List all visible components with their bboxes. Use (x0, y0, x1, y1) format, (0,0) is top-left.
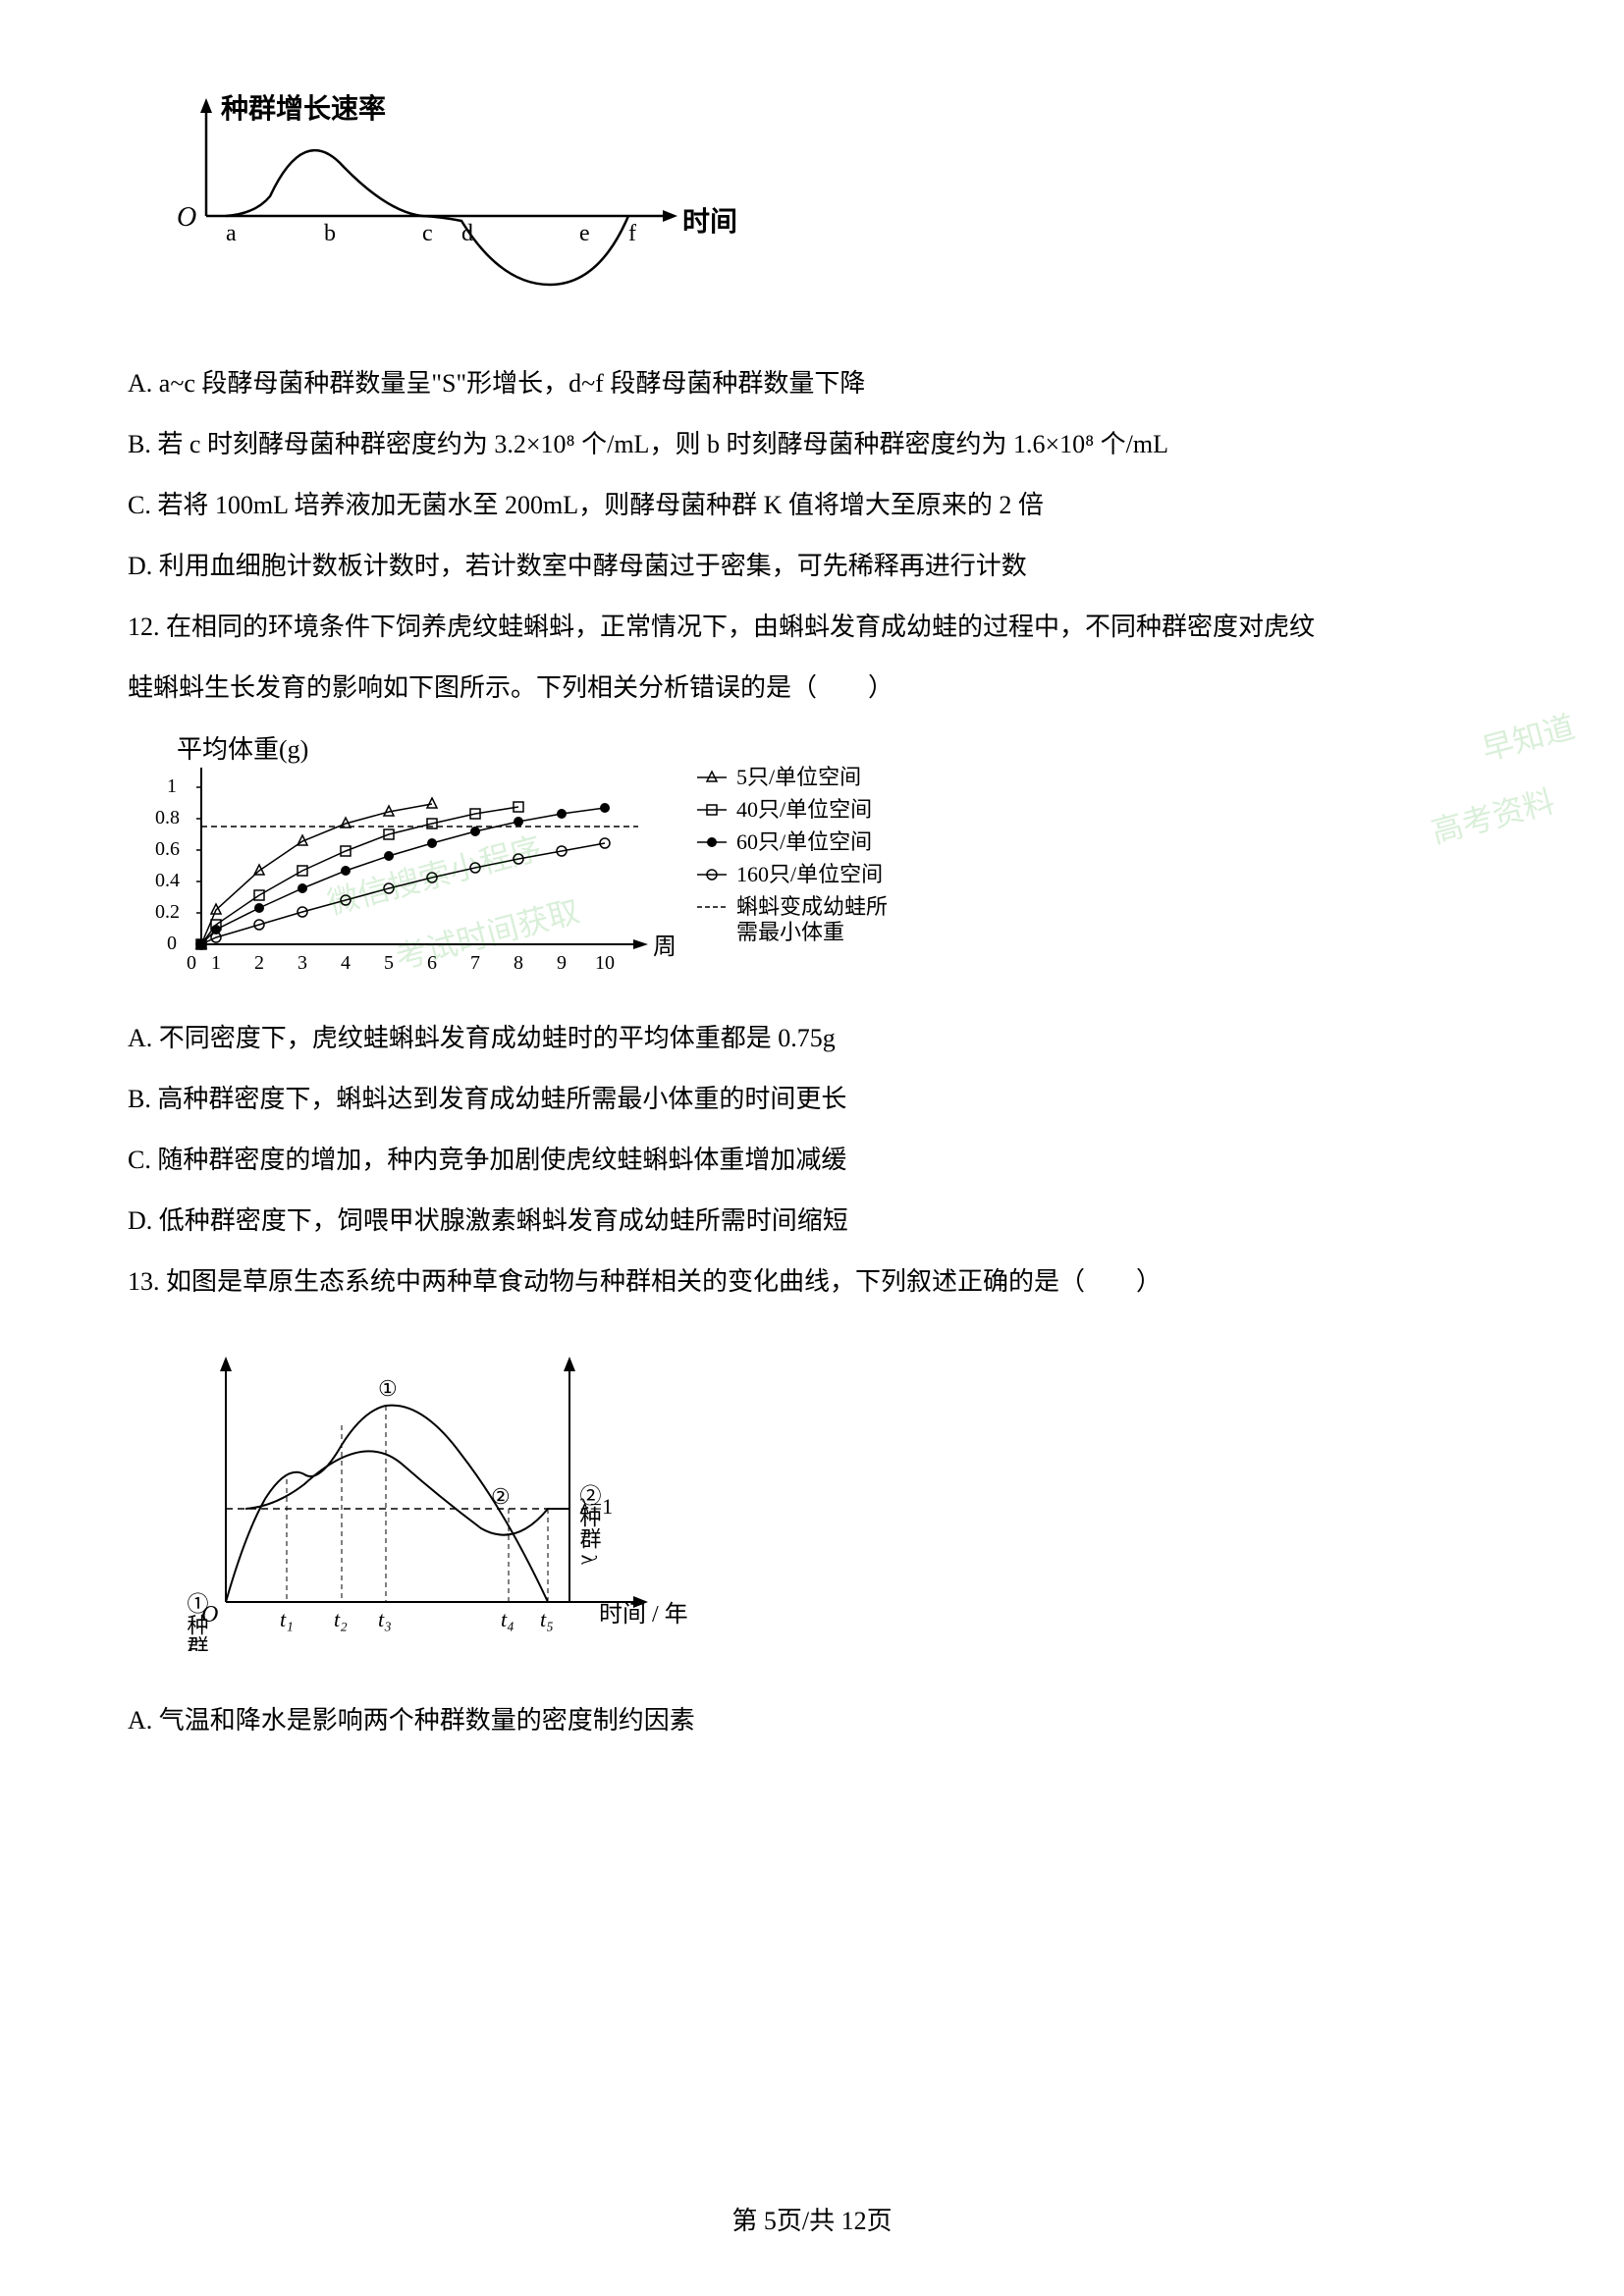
chart3-xtick-1: t₁ (280, 1607, 294, 1631)
chart3-y-arrow-left (220, 1357, 232, 1371)
chart1-x-label: 时间 (682, 206, 736, 238)
q12-stem2: 蛙蝌蚪生长发育的影响如下图所示。下列相关分析错误的是（ ） (128, 663, 1496, 714)
q11-option-d: D. 利用血细胞计数板计数时，若计数室中酵母菌过于密集，可先稀释再进行计数 (128, 541, 1496, 592)
chart1-tick-c: c (422, 221, 433, 246)
chart1-tick-f: f (628, 221, 636, 246)
chart2-xtick-6: 6 (427, 952, 437, 974)
legend-2: 40只/单位空间 (736, 797, 872, 822)
chart2-ytick-1: 0.2 (155, 901, 180, 923)
chart2-y-label: 平均体重(g) (177, 735, 308, 764)
chart3-xtick-5: t₅ (540, 1607, 554, 1631)
chart1-tick-a: a (226, 221, 237, 246)
chart2-x-arrow (633, 939, 648, 949)
chart2-ytick-5: 1 (167, 775, 177, 797)
q12-stem1: 12. 在相同的环境条件下饲养虎纹蛙蝌蚪，正常情况下，由蝌蚪发育成幼蛙的过程中，… (128, 602, 1496, 653)
chart3-x-label: 时间 / 年 (599, 1601, 688, 1628)
chart2-ytick-3: 0.6 (155, 838, 180, 860)
chart1-tick-d: d (461, 221, 473, 246)
chart3-xtick-2: t₂ (334, 1607, 348, 1631)
chart2-xtick-4: 4 (341, 952, 351, 974)
chart3-curve2-label: ② (491, 1484, 511, 1509)
chart3-lambda-label: λ=1 (579, 1494, 613, 1519)
chart2-series4-markers (196, 838, 610, 949)
chart2-ytick-0: 0 (167, 933, 177, 954)
chart2-container: 早知道 高考资料 微信搜索小程序 考试时间获取 平均体重(g) 0 0.2 0.… (147, 733, 1496, 993)
q11-option-b: B. 若 c 时刻酵母菌种群密度约为 3.2×10⁸ 个/mL，则 b 时刻酵母… (128, 419, 1496, 470)
legend-5a: 蝌蚪变成幼蛙所 (736, 894, 888, 919)
chart2-xtick-9: 9 (557, 952, 567, 974)
chart2-xtick-10: 10 (595, 952, 615, 974)
chart1-y-label: 种群增长速率 (221, 92, 386, 125)
chart3-curve2 (245, 1451, 569, 1534)
chart1-origin: O (177, 202, 196, 233)
q12-option-c: C. 随种群密度的增加，种内竞争加剧使虎纹蛙蝌蚪体重增加减缓 (128, 1135, 1496, 1186)
chart1-tick-b: b (324, 221, 336, 246)
chart2-xtick-2: 2 (254, 952, 264, 974)
q12-option-a: A. 不同密度下，虎纹蛙蝌蚪发育成幼蛙时的平均体重都是 0.75g (128, 1013, 1496, 1064)
q11-option-c: C. 若将 100mL 培养液加无菌水至 200mL，则酵母菌种群 K 值将增大… (128, 480, 1496, 531)
chart1-tick-e: e (579, 221, 590, 246)
chart2-series1-markers (196, 798, 437, 948)
q13-stem: 13. 如图是草原生态系统中两种草食动物与种群相关的变化曲线，下列叙述正确的是（… (128, 1256, 1496, 1308)
chart2-xtick-7: 7 (470, 952, 480, 974)
chart2-series3-markers (196, 803, 610, 949)
q13-option-a: A. 气温和降水是影响两个种群数量的密度制约因素 (128, 1695, 1496, 1746)
chart3-origin: O (201, 1602, 218, 1628)
q12-option-b: B. 高种群密度下，蝌蚪达到发育成幼蛙所需最小体重的时间更长 (128, 1074, 1496, 1125)
q11-option-a: A. a~c 段酵母菌种群数量呈"S"形增长，d~f 段酵母菌种群数量下降 (128, 358, 1496, 409)
chart2-xtick-5: 5 (384, 952, 394, 974)
legend-4: 160只/单位空间 (736, 862, 883, 886)
legend-5b: 需最小体重 (736, 920, 844, 944)
chart2-ytick-4: 0.8 (155, 807, 180, 828)
page-footer: 第 5页/共 12页 (0, 2201, 1624, 2237)
legend-3: 60只/单位空间 (736, 829, 872, 854)
chart3-xtick-3: t₃ (378, 1607, 392, 1631)
watermark-2: 高考资料 (1426, 776, 1559, 853)
chart1-y-arrow (200, 98, 212, 113)
chart2-ytick-2: 0.4 (155, 870, 180, 891)
chart3-svg: ①种群增长速率 ②种群 λ O 时间 / 年 t₁ t₂ t₃ t₄ t₅ λ=… (147, 1337, 736, 1651)
chart2-xtick-8: 8 (514, 952, 523, 974)
chart2-svg: 平均体重(g) 0 0.2 0.4 0.6 0.8 1 0 1 2 3 4 5 … (147, 733, 1031, 988)
legend-1: 5只/单位空间 (736, 765, 861, 789)
chart2-xtick-3: 3 (298, 952, 307, 974)
chart2-x-label: 周 (653, 934, 677, 960)
chart3-curve1-label: ① (378, 1376, 398, 1401)
chart2-xtick-0: 0 (187, 952, 196, 974)
chart2-series1-line (201, 804, 432, 944)
chart2-series2-markers (196, 802, 523, 949)
chart3-container: ①种群增长速率 ②种群 λ O 时间 / 年 t₁ t₂ t₃ t₄ t₅ λ=… (147, 1337, 1496, 1656)
chart2-legend: 5只/单位空间 40只/单位空间 60只/单位空间 160只/单位空间 蝌蚪变成… (697, 765, 888, 944)
chart1-container: 种群增长速率 时间 O a b c d e f (147, 88, 1496, 319)
chart1-x-arrow (663, 210, 677, 222)
chart2-xtick-1: 1 (211, 952, 221, 974)
chart2-series2-line (201, 807, 518, 944)
chart1-curve (226, 150, 628, 285)
chart3-y-arrow-right (564, 1357, 575, 1371)
chart3-xtick-4: t₄ (501, 1607, 514, 1631)
chart1-svg: 种群增长速率 时间 O a b c d e f (147, 88, 736, 314)
q12-option-d: D. 低种群密度下，饲喂甲状腺激素蝌蚪发育成幼蛙所需时间缩短 (128, 1196, 1496, 1247)
